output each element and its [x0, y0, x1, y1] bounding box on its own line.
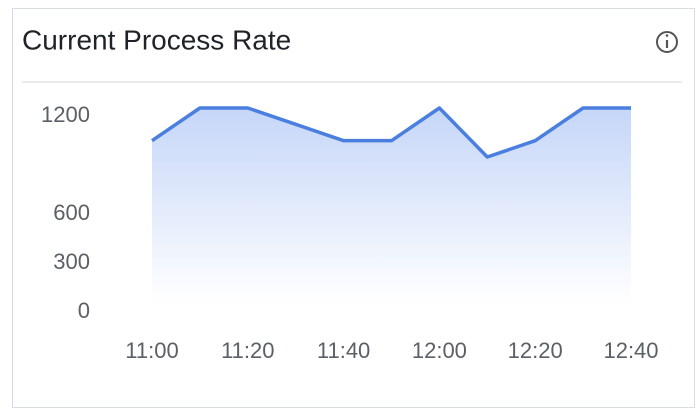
area: [152, 108, 631, 304]
x-tick-label: 12:20: [508, 338, 563, 363]
y-tick-label: 300: [53, 249, 90, 274]
info-icon[interactable]: [656, 31, 678, 53]
y-tick-label: 0: [78, 298, 90, 323]
x-tick-label: 11:40: [317, 338, 370, 363]
y-tick-label: 600: [53, 200, 90, 225]
x-tick-label: 12:40: [603, 338, 658, 363]
chart-title: Current Process Rate: [22, 24, 291, 55]
line: [151, 106, 631, 159]
x-tick-label: 11:20: [221, 338, 274, 363]
y-tick-label: 1200: [41, 102, 90, 127]
x-tick-label: 11:00: [125, 338, 178, 363]
x-tick-label: 12:00: [412, 338, 467, 363]
